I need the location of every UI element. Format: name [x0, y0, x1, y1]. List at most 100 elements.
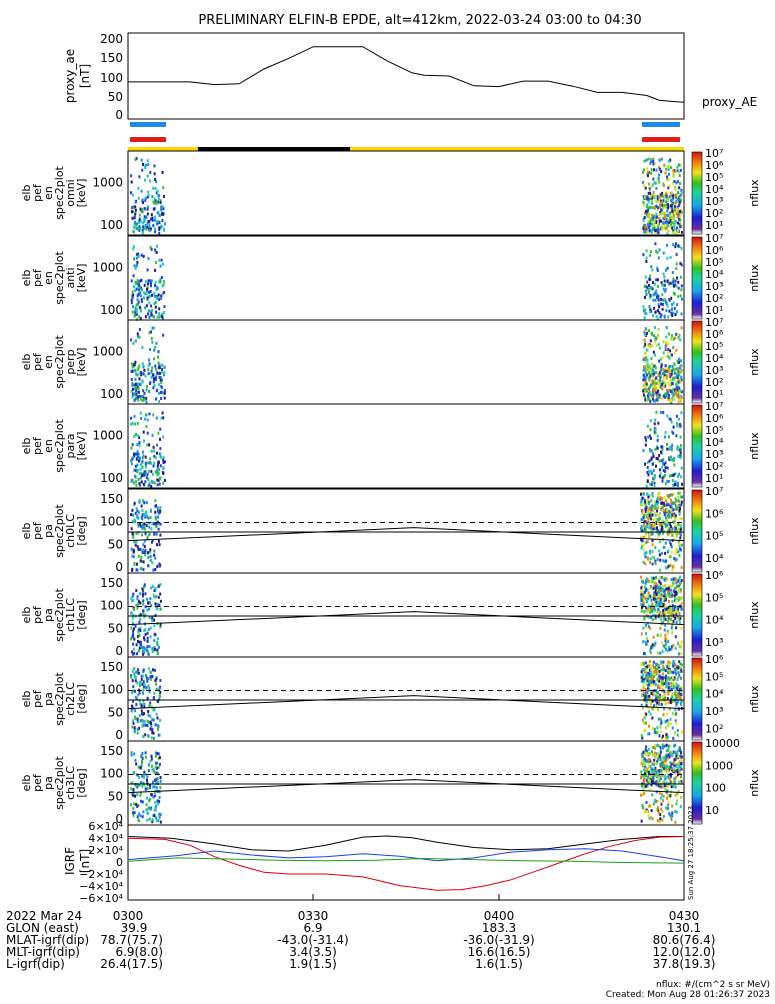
- spectrogram-pixel: [661, 589, 664, 592]
- spectrogram-pixel: [145, 808, 148, 812]
- spectrogram-pixel: [135, 452, 137, 456]
- spectrogram-pixel: [138, 394, 141, 398]
- spectrogram-pixel: [674, 692, 676, 696]
- spectrogram-pixel: [651, 664, 654, 668]
- spectrogram-pixel: [650, 458, 653, 462]
- spectrogram-pixel: [159, 625, 162, 629]
- spectrogram-pixel: [641, 752, 644, 756]
- spectrogram-pixel: [642, 689, 645, 693]
- spectrogram-pixel: [132, 285, 135, 289]
- spectrogram-pixel: [155, 288, 158, 292]
- spectrogram-pixel: [149, 509, 152, 513]
- spectrogram-pixel: [655, 600, 658, 604]
- energy_para-ylabel-0: elb: [20, 438, 33, 455]
- spectrogram-pixel: [679, 617, 682, 621]
- spectrogram-pixel: [667, 749, 670, 752]
- spectrogram-pixel: [666, 789, 669, 793]
- orbit-row-mlt-v0: 6.9(8.0): [115, 945, 163, 959]
- spectrogram-pixel: [147, 667, 150, 671]
- spectrogram-pixel: [655, 186, 658, 190]
- spectrogram-pixel: [666, 593, 669, 597]
- spectrogram-pixel: [671, 203, 674, 207]
- energy_anti-ytick-0: 1000: [92, 260, 123, 274]
- spectrogram-pixel: [658, 553, 661, 557]
- spectrogram-pixel: [130, 370, 133, 374]
- spectrogram-pixel: [652, 384, 655, 388]
- spectrogram-pixel: [149, 759, 152, 763]
- spectrogram-pixel: [153, 553, 156, 557]
- spectrogram-pixel: [662, 597, 664, 601]
- spectrogram-pixel: [657, 303, 660, 307]
- spectrogram-pixel: [163, 290, 166, 294]
- spectrogram-pixel: [679, 182, 681, 185]
- spectrogram-pixel: [670, 515, 673, 519]
- spectrogram-pixel: [674, 279, 677, 283]
- spectrogram-pixel: [158, 815, 161, 819]
- spectrogram-pixel: [643, 168, 645, 172]
- spectrogram-pixel: [663, 592, 666, 596]
- spectrogram-pixel: [675, 267, 678, 271]
- spectrogram-pixel: [157, 383, 160, 387]
- spectrogram-pixel: [671, 814, 674, 818]
- spectrogram-pixel: [654, 418, 657, 422]
- spectrogram-pixel: [678, 687, 681, 691]
- time-axis: [127, 894, 685, 900]
- spectrogram-pixel: [147, 279, 150, 283]
- spectrogram-pixel: [154, 374, 157, 378]
- spectrogram-pixel: [677, 596, 680, 600]
- spectrogram-pixel: [656, 399, 659, 403]
- spectrogram-pixel: [671, 392, 674, 396]
- spectrogram-pixel: [669, 777, 672, 781]
- spectrogram-pixel: [646, 230, 649, 234]
- spectrogram-pixel: [138, 775, 141, 779]
- spectrogram-pixel: [665, 781, 668, 785]
- spectrogram-pixel: [667, 721, 670, 725]
- spectrogram-pixel: [662, 744, 665, 748]
- spectrogram-pixel: [662, 204, 665, 208]
- spectrogram-pixel: [149, 675, 152, 679]
- spectrogram-pixel: [678, 472, 681, 476]
- spectrogram-pixel: [668, 677, 671, 680]
- spectrogram-pixel: [650, 668, 653, 672]
- spectrogram-pixel: [156, 297, 159, 301]
- spectrogram-pixel: [667, 396, 670, 400]
- spectrogram-pixel: [679, 294, 682, 298]
- spectrogram-pixel: [131, 621, 134, 625]
- spectrogram-pixel: [661, 497, 664, 501]
- orbit-row-mlat-label: MLAT-igrf(dip): [6, 933, 89, 947]
- spectrogram-pixel: [153, 691, 156, 695]
- spectrogram-pixel: [658, 173, 661, 177]
- spectrogram-pixel: [653, 773, 656, 777]
- spectrogram-pixel: [666, 770, 669, 774]
- spectrogram-pixel: [660, 208, 663, 212]
- spectrogram-pixel: [669, 281, 672, 285]
- spectrogram-pixel: [645, 382, 648, 386]
- spectrogram-pixel: [150, 369, 153, 373]
- spectrogram-pixel: [656, 228, 658, 232]
- spectrogram-pixel: [660, 551, 663, 555]
- spectrogram-pixel: [653, 475, 656, 479]
- spectrogram-pixel: [153, 808, 156, 812]
- orbit-row-l-v3: 37.8(19.3): [653, 957, 716, 971]
- spectrogram-pixel: [677, 505, 680, 509]
- spectrogram-pixel: [650, 499, 653, 503]
- spectrogram-pixel: [678, 621, 681, 624]
- spectrogram-pixel: [145, 396, 148, 400]
- spectrogram-pixel: [640, 770, 643, 774]
- spectrogram-pixel: [659, 626, 662, 630]
- spectrogram-pixel: [645, 555, 648, 559]
- spectrogram-pixel: [160, 208, 163, 212]
- spectrogram-pixel: [152, 224, 155, 228]
- spectrogram-pixel: [673, 371, 676, 375]
- spectrogram-pixel: [153, 522, 156, 526]
- spectrogram-pixel: [675, 613, 678, 616]
- spectrogram-pixel: [658, 459, 661, 463]
- spectrogram-pixel: [651, 555, 654, 559]
- spectrogram-pixel: [648, 752, 651, 756]
- spectrogram-pixel: [152, 186, 155, 190]
- spectrogram-pixel: [150, 337, 153, 341]
- spectrogram-pixel: [664, 761, 667, 765]
- spectrogram-pixel: [144, 374, 147, 378]
- spectrogram-pixel: [672, 660, 675, 663]
- spectrogram-pixel: [136, 398, 139, 402]
